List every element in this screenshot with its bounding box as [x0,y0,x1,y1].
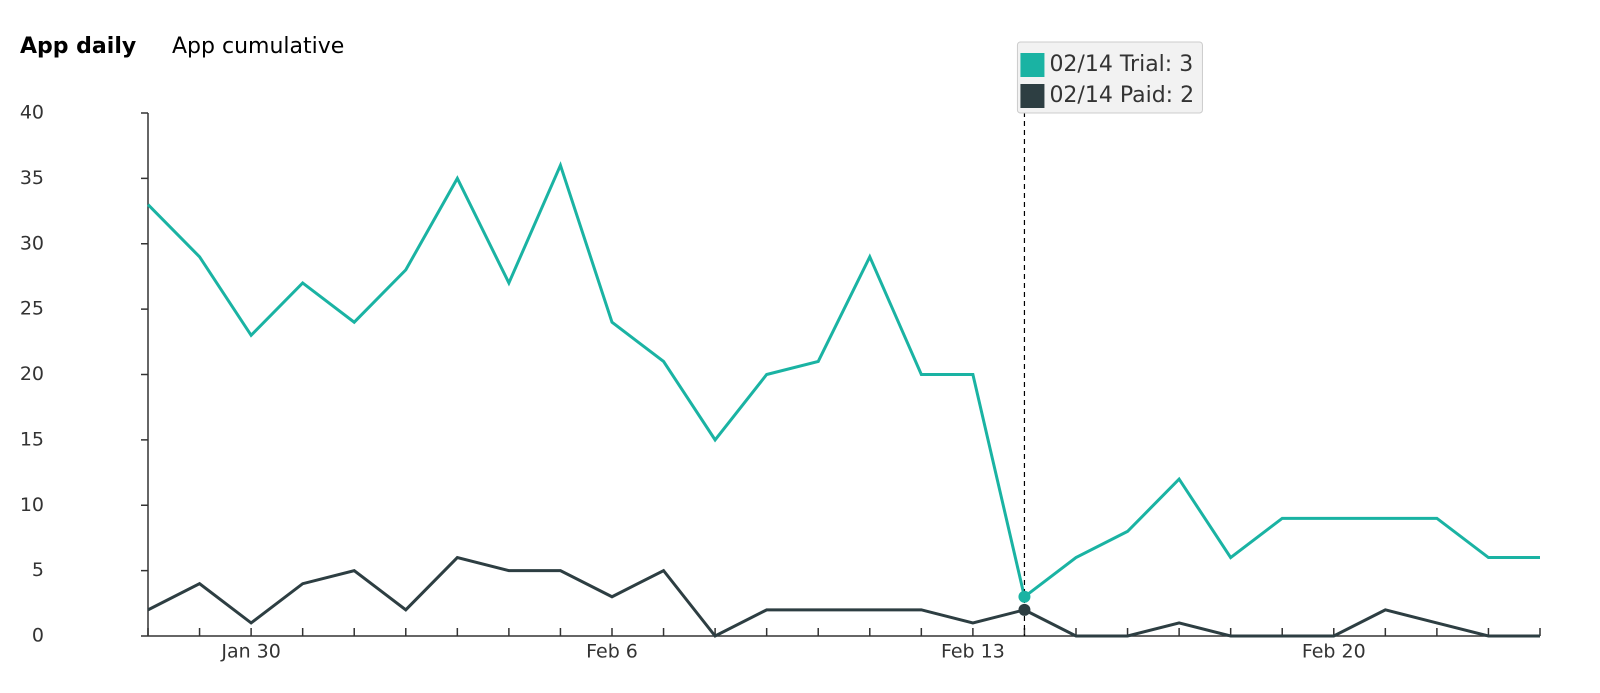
tooltip-text: 02/14 Paid: 2 [1049,83,1194,108]
tooltip-swatch [1020,53,1045,77]
series-line [146,161,1540,600]
tooltip-swatch [1020,84,1045,108]
y-tick-label: 5 [32,559,44,581]
tooltip: 02/14 Trial: 3 02/14 Paid: 2 [1016,41,1203,114]
x-tick-label: Feb 13 [941,641,1005,663]
y-tick-label: 25 [20,298,44,320]
tooltip-box [1016,41,1203,114]
x-tick-label: Feb 6 [586,641,638,663]
y-tick-label: 0 [32,625,44,647]
tab[interactable]: App cumulative [172,34,344,59]
y-tick-label: 20 [20,363,44,385]
y-tick-label: 30 [20,232,44,254]
x-tick-label: Feb 20 [1302,641,1366,663]
hover-dot [1018,603,1031,616]
y-tick-label: 15 [20,428,44,450]
hover-dot [1018,590,1031,603]
y-tick-label: 35 [20,167,44,189]
tab-active[interactable]: App daily [20,34,136,59]
y-tick-label: 40 [20,102,44,124]
tooltip-text: 02/14 Trial: 3 [1049,52,1193,77]
series-line [147,555,1540,638]
x-tick-label: Jan 30 [220,641,281,663]
y-tick-label: 10 [20,494,44,516]
